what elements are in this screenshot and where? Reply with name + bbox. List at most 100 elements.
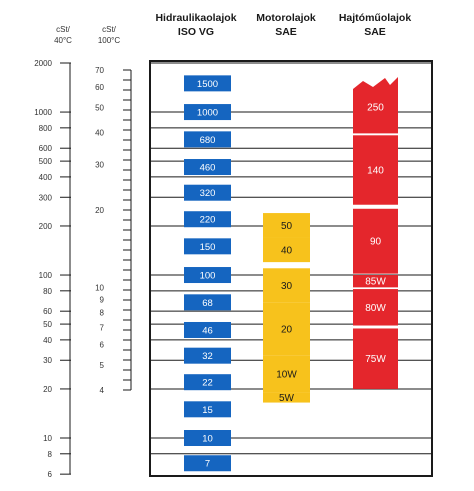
axis100-unit-line2: 100°C — [98, 36, 121, 45]
gear-grade-label: 80W — [365, 303, 386, 314]
cst40-tick-label: 40 — [43, 336, 52, 345]
motor-grade-bar — [263, 237, 310, 263]
axis40-unit-line1: cSt/ — [56, 25, 71, 34]
gear-grade-label: 85W — [365, 277, 386, 288]
cst40-tick-label: 6 — [48, 470, 53, 479]
iso-grade-bar — [184, 294, 231, 311]
iso-grade-bar — [184, 159, 231, 176]
motor-sae-series: 50 40 30 20 10W 5W — [263, 213, 310, 404]
cst40-tick-label: 800 — [39, 124, 53, 133]
motor-grade-label: 20 — [281, 325, 293, 336]
cst40-tick-label: 30 — [43, 356, 52, 365]
iso-grade-bar — [184, 401, 231, 418]
cst40-tick-label: 20 — [43, 385, 52, 394]
cst100-tick-label: 5 — [100, 361, 105, 370]
iso-grade-bar — [184, 374, 231, 391]
cst100-tick-label: 30 — [95, 161, 104, 170]
cst100-tick-label: 4 — [100, 386, 105, 395]
cst40-tick-label: 1000 — [34, 108, 52, 117]
cst40-tick-label: 300 — [39, 193, 53, 202]
gear-grade-bar — [353, 328, 398, 389]
iso-grade-label: 15 — [202, 405, 213, 416]
iso-vg-series: 1500 1000 680 460 320 220 150 100 68 46 32 22 15 10 7 — [184, 75, 231, 472]
iso-grade-label: 32 — [202, 351, 213, 362]
motor-header-line2: SAE — [275, 26, 297, 38]
cst100-tick-label: 40 — [95, 129, 104, 138]
iso-grade-bar — [184, 211, 231, 228]
iso-header-line2: ISO VG — [178, 26, 214, 38]
iso-grade-label: 7 — [205, 459, 210, 470]
iso-grade-bar — [184, 347, 231, 364]
iso-header-line1: Hidraulikaolajok — [155, 12, 236, 24]
cst40-tick-label: 200 — [39, 222, 53, 231]
cst100-tick-label: 70 — [95, 66, 104, 75]
gear-grade-bar — [353, 289, 398, 326]
cst40-tick-label: 600 — [39, 144, 53, 153]
cst100-tick-label: 7 — [100, 323, 105, 332]
cst100-axis: 70 60 50 40 30 20 10 9 8 7 6 5 4 — [95, 66, 132, 395]
iso-grade-bar — [184, 75, 231, 92]
iso-grade-label: 1500 — [197, 79, 218, 90]
iso-grade-label: 220 — [200, 215, 216, 226]
cst100-tick-label: 6 — [100, 341, 105, 350]
motor-grade-bar — [263, 355, 310, 393]
cst40-tick-label: 100 — [39, 271, 53, 280]
motor-grade-label: 40 — [281, 245, 293, 256]
cst100-tick-label: 10 — [95, 284, 104, 293]
motor-header-line1: Motorolajok — [256, 12, 316, 24]
axis40-unit-line2: 40°C — [54, 36, 72, 45]
gear-grade-label: 90 — [370, 237, 382, 248]
iso-grade-label: 1000 — [197, 108, 218, 119]
gear-grade-label: 75W — [365, 354, 386, 365]
gear-grade-bar — [353, 275, 398, 288]
gear-grade-bar — [353, 77, 398, 134]
motor-grade-label: 5W — [279, 393, 295, 404]
motor-grade-bar — [263, 268, 310, 303]
iso-grade-label: 150 — [200, 242, 216, 253]
iso-grade-label: 22 — [202, 378, 213, 389]
motor-grade-label: 50 — [281, 221, 293, 232]
iso-grade-bar — [184, 321, 231, 338]
plot-frame — [149, 60, 433, 477]
cst100-tick-label: 8 — [100, 309, 105, 318]
iso-grade-bar — [184, 104, 231, 121]
gear-grade-label: 140 — [367, 166, 384, 177]
cst40-tick-label: 60 — [43, 307, 52, 316]
motor-grade-bar — [263, 213, 310, 238]
cst100-tick-label: 20 — [95, 206, 104, 215]
cst40-tick-label: 400 — [39, 173, 53, 182]
gear-grade-bar — [353, 208, 398, 274]
iso-grade-bar — [184, 430, 231, 446]
iso-grade-label: 46 — [202, 325, 213, 336]
gear-header-line1: Hajtóműolajok — [339, 12, 412, 24]
cst40-tick-label: 500 — [39, 157, 53, 166]
motor-grade-bar — [263, 392, 310, 403]
iso-grade-label: 680 — [200, 135, 216, 146]
gear-grade-label: 250 — [367, 103, 384, 114]
motor-grade-label: 30 — [281, 281, 293, 292]
cst40-tick-label: 80 — [43, 287, 52, 296]
iso-grade-label: 100 — [200, 271, 216, 282]
axis100-unit-line1: cSt/ — [102, 25, 117, 34]
cst40-tick-label: 50 — [43, 320, 52, 329]
gear-sae-series: 250 140 90 85W 80W 75W — [353, 77, 398, 389]
iso-grade-bar — [184, 455, 231, 472]
cst40-tick-label: 8 — [48, 450, 53, 459]
gear-header-line2: SAE — [364, 26, 386, 38]
gear-grade-bar — [353, 135, 398, 205]
cst100-tick-label: 9 — [100, 295, 105, 304]
iso-grade-bar — [184, 184, 231, 201]
cst40-tick-label: 2000 — [34, 59, 52, 68]
iso-grade-label: 10 — [202, 434, 213, 445]
iso-grade-label: 320 — [200, 188, 216, 199]
iso-grade-bar — [184, 131, 231, 148]
cst100-tick-label: 60 — [95, 83, 104, 92]
iso-grade-bar — [184, 238, 231, 255]
cst40-tick-label: 10 — [43, 434, 52, 443]
motor-grade-bar — [263, 302, 310, 356]
iso-grade-label: 68 — [202, 298, 213, 309]
iso-grade-bar — [184, 267, 231, 284]
cst40-axis: 2000 1000 800 600 500 400 300 200 100 80 60 50 40 30 2… — [34, 59, 71, 479]
cst100-tick-label: 50 — [95, 104, 104, 113]
